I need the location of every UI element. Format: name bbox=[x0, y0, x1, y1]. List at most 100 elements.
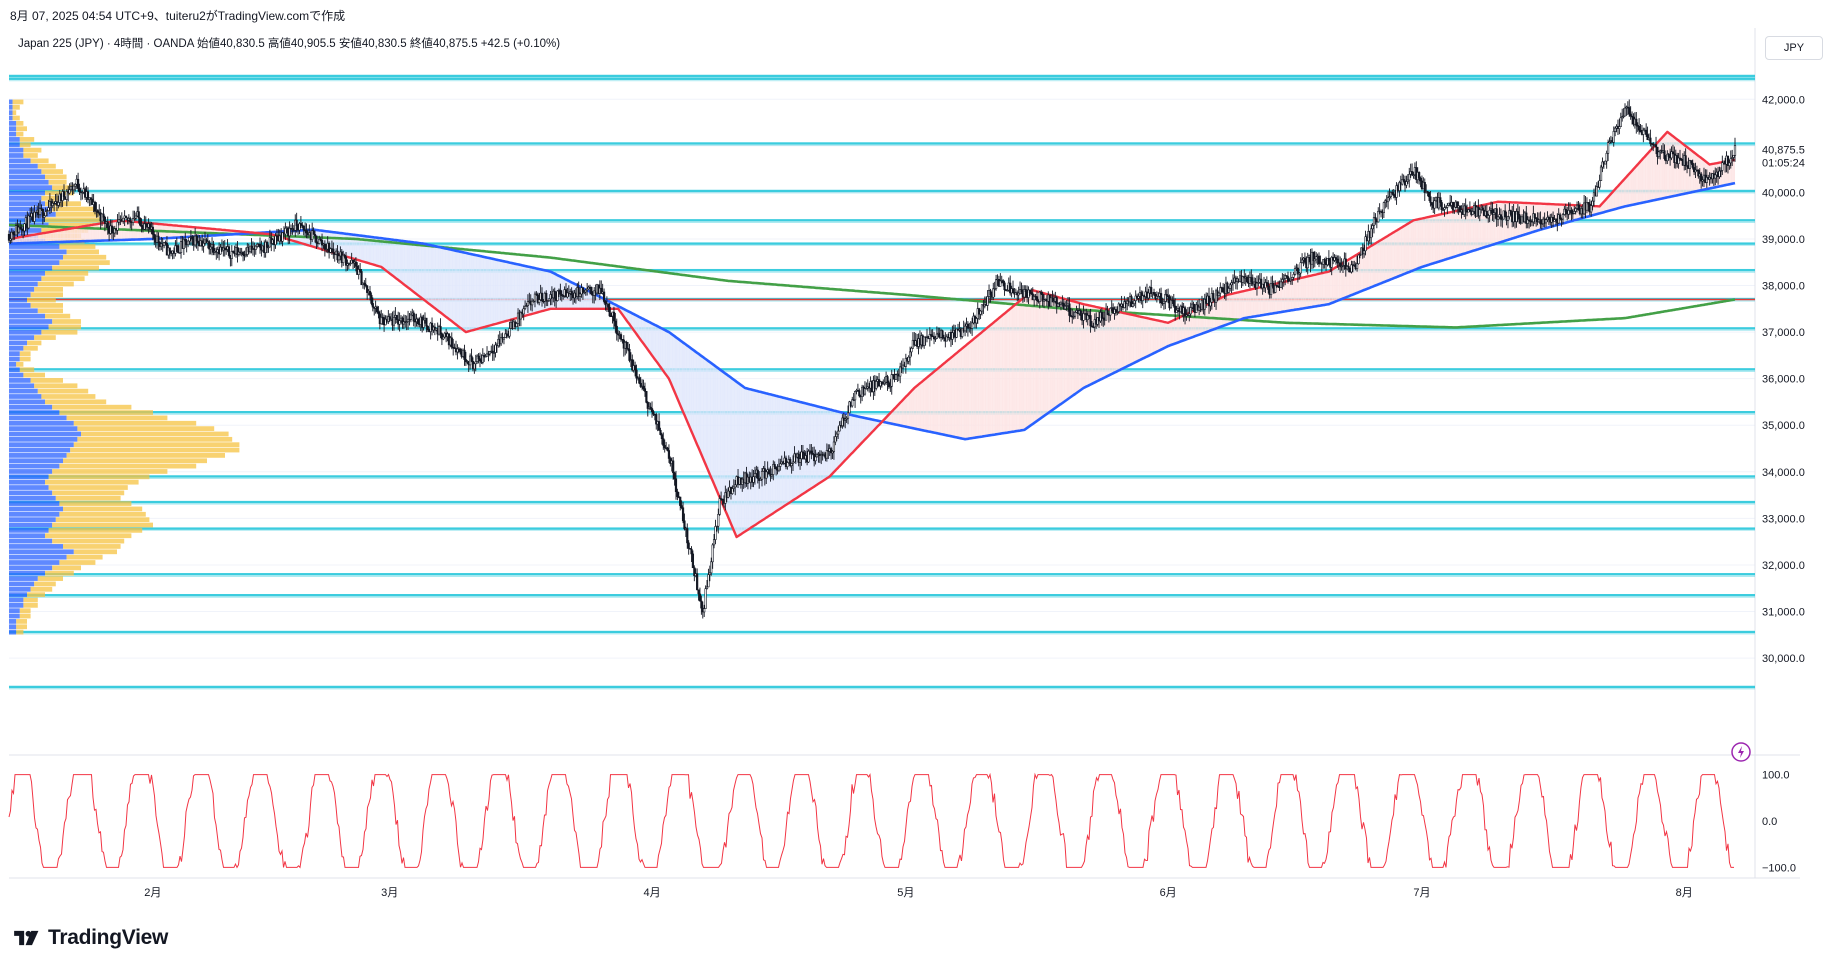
candle-body bbox=[325, 248, 328, 251]
candle-body bbox=[928, 334, 931, 339]
price-tick-label: 37,000.0 bbox=[1762, 327, 1805, 339]
candle-body bbox=[999, 280, 1002, 287]
candle-body bbox=[570, 291, 573, 296]
ema-fill-segment bbox=[28, 235, 31, 243]
ema-fill-segment bbox=[1671, 135, 1673, 197]
ema-fill-segment bbox=[1316, 274, 1318, 307]
symbol-info-line[interactable]: Japan 225 (JPY) · 4時間 · OANDA 始値40,830.5… bbox=[18, 38, 561, 50]
volume-profile bbox=[9, 99, 240, 635]
candle-body bbox=[714, 526, 717, 540]
ema-fill-segment bbox=[464, 252, 466, 333]
candle-body bbox=[1526, 219, 1529, 224]
ema-fill-segment bbox=[1299, 278, 1301, 310]
volume-profile-bar-up bbox=[9, 340, 27, 346]
ema-fill-segment bbox=[836, 411, 839, 470]
ema-fill-segment bbox=[79, 226, 81, 242]
ema-fill-segment bbox=[928, 375, 930, 432]
currency-button[interactable]: JPY bbox=[1765, 36, 1823, 60]
ema-fill-segment bbox=[71, 228, 73, 242]
candle-body bbox=[832, 441, 836, 452]
ema-fill-segment bbox=[1287, 280, 1290, 311]
ema-fill-segment bbox=[890, 411, 892, 424]
ema-fill-segment bbox=[1323, 272, 1325, 306]
candle-body bbox=[230, 251, 233, 259]
ema-fill-segment bbox=[1637, 162, 1640, 204]
ema-fill-segment bbox=[1603, 200, 1606, 213]
ema-fill-segment bbox=[1130, 314, 1132, 365]
ema-fill-segment bbox=[472, 254, 475, 331]
volume-profile-bar-down bbox=[16, 131, 24, 137]
ema-fill-segment bbox=[1472, 206, 1475, 251]
candle-body bbox=[1040, 291, 1043, 295]
ema-fill-segment bbox=[1467, 208, 1469, 253]
ema-fill-segment bbox=[1011, 306, 1014, 432]
candle-body bbox=[540, 292, 544, 302]
candle-body bbox=[81, 191, 84, 194]
candle-body bbox=[1203, 299, 1206, 310]
volume-profile-bar-down bbox=[30, 158, 49, 164]
ema-fill-segment bbox=[821, 407, 823, 482]
candle-body bbox=[484, 355, 487, 358]
ema-fill-segment bbox=[444, 248, 447, 317]
candle-body bbox=[1605, 152, 1608, 162]
ema-fill-segment bbox=[371, 236, 373, 265]
candles bbox=[7, 99, 1737, 619]
price-tick-label: 35,000.0 bbox=[1762, 420, 1805, 432]
candle-body bbox=[655, 414, 658, 425]
candle-body bbox=[1068, 303, 1071, 316]
ema-fill-segment bbox=[1060, 297, 1063, 404]
volume-profile-bar-up bbox=[9, 297, 27, 303]
ema-fill-segment bbox=[49, 231, 52, 243]
ema-fill-segment bbox=[1414, 219, 1417, 270]
ema-fill-segment bbox=[1177, 317, 1180, 343]
price-tick-label: 36,000.0 bbox=[1762, 374, 1805, 386]
ema-fill-segment bbox=[66, 228, 69, 242]
candle-body bbox=[1267, 282, 1270, 290]
volume-profile-bar-down bbox=[52, 185, 74, 190]
ema-fill-segment bbox=[777, 396, 779, 511]
candle-body bbox=[686, 528, 689, 544]
time-tick-label: 4月 bbox=[643, 887, 660, 899]
ema-fill-segment bbox=[929, 374, 932, 433]
candle-body bbox=[143, 223, 146, 230]
ema-fill-segment bbox=[805, 403, 808, 493]
ema-fill-segment bbox=[1640, 159, 1642, 204]
tradingview-logo[interactable]: TradingView bbox=[12, 926, 168, 950]
ema-fill-segment bbox=[852, 415, 854, 453]
ema-fill-segment bbox=[756, 390, 758, 525]
volume-profile-bar-up bbox=[9, 104, 13, 110]
candle-body bbox=[1130, 296, 1133, 307]
ema-fill-segment bbox=[1020, 299, 1022, 431]
volume-profile-bar-up bbox=[9, 137, 20, 142]
candle-body bbox=[1289, 278, 1292, 282]
ema-fill-segment bbox=[1468, 207, 1470, 253]
ema-fill-segment bbox=[1025, 294, 1028, 429]
candle-body bbox=[1334, 257, 1338, 260]
candle-body bbox=[1269, 282, 1273, 295]
ema-fill-segment bbox=[1595, 206, 1597, 215]
candle-body bbox=[1041, 293, 1044, 302]
ema-fill-segment bbox=[675, 337, 678, 399]
candle-body bbox=[848, 401, 851, 414]
candle-body bbox=[1419, 177, 1422, 182]
candle-body bbox=[1214, 290, 1218, 303]
volume-profile-bar-down bbox=[19, 137, 35, 142]
ema-fill-segment bbox=[1460, 209, 1462, 255]
ema-fill-segment bbox=[989, 325, 991, 436]
candle-body bbox=[1544, 219, 1548, 224]
candle-body bbox=[406, 318, 410, 323]
ema-fill-segment bbox=[903, 398, 905, 427]
candle-body bbox=[188, 237, 191, 242]
candle-body bbox=[807, 450, 810, 463]
candle-body bbox=[91, 198, 94, 205]
ema-fill-segment bbox=[1434, 215, 1437, 263]
ema-fill-segment bbox=[939, 365, 942, 435]
candle-body bbox=[649, 406, 652, 409]
ema-fill-segment bbox=[440, 247, 442, 314]
ema-fill-segment bbox=[1620, 181, 1623, 208]
candle-body bbox=[1468, 209, 1471, 212]
candle-body bbox=[626, 348, 630, 350]
ema-fill-segment bbox=[1393, 231, 1396, 279]
candle-body bbox=[1408, 174, 1411, 181]
